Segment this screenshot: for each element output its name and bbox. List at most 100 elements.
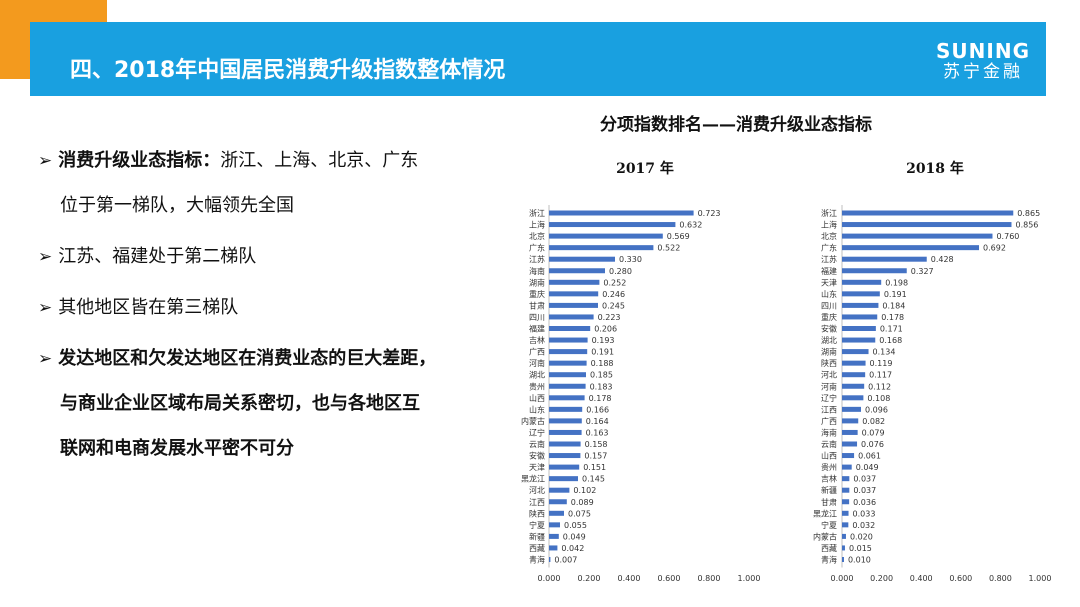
data-label: 0.280 (609, 267, 632, 276)
category-label: 山西 (821, 451, 837, 461)
bar (842, 326, 876, 331)
bar (842, 464, 852, 470)
bar (549, 279, 600, 285)
bar (549, 418, 582, 424)
category-label: 四川 (821, 301, 837, 310)
category-label: 天津 (821, 277, 837, 287)
category-label: 内蒙古 (813, 531, 837, 541)
category-label: 山东 (821, 289, 837, 299)
bar (549, 395, 585, 401)
category-label: 海南 (821, 427, 837, 437)
bar (842, 279, 882, 285)
category-label: 海南 (529, 266, 545, 276)
data-label: 0.191 (591, 348, 614, 357)
x-tick-label: 0.000 (538, 574, 561, 583)
data-label: 0.193 (592, 336, 615, 345)
data-label: 0.102 (573, 486, 596, 495)
category-label: 江苏 (529, 254, 545, 264)
category-label: 上海 (821, 220, 837, 230)
data-label: 0.049 (563, 532, 586, 541)
bar (842, 349, 869, 355)
chart-heading: 分项指数排名——消费升级业态指标 (600, 115, 872, 135)
bar (549, 372, 586, 378)
data-label: 0.163 (586, 428, 609, 437)
category-label: 广西 (821, 416, 837, 426)
bar (842, 557, 844, 562)
data-label: 0.428 (931, 255, 954, 264)
bar (549, 453, 581, 459)
data-label: 0.112 (868, 382, 891, 391)
category-label: 安徽 (529, 451, 545, 461)
data-label: 0.119 (870, 359, 893, 368)
bar (549, 245, 654, 251)
data-label: 0.183 (590, 382, 613, 391)
category-label: 新疆 (821, 485, 837, 495)
bar (842, 233, 993, 239)
data-label: 0.037 (853, 475, 876, 484)
data-label: 0.015 (849, 544, 872, 553)
category-label: 重庆 (821, 312, 837, 322)
category-label: 广西 (529, 347, 545, 357)
bar (842, 533, 846, 539)
bullet-item-1: ➢ 消费升级业态指标：浙江、上海、北京、广东 位于第一梯队，大幅领先全国 (38, 148, 498, 219)
bar (842, 360, 866, 366)
category-label: 河北 (529, 485, 545, 495)
bar (549, 406, 583, 412)
category-label: 湖南 (529, 277, 545, 287)
bar (842, 210, 1014, 216)
category-label: 湖南 (821, 347, 837, 357)
data-label: 0.055 (564, 521, 587, 530)
data-label: 0.246 (602, 290, 625, 299)
data-label: 0.033 (853, 509, 876, 518)
data-label: 0.075 (568, 509, 591, 518)
data-label: 0.865 (1017, 209, 1040, 218)
category-label: 湖北 (529, 371, 545, 380)
category-label: 浙江 (821, 208, 837, 218)
bar (842, 487, 850, 493)
bullet-text: 浙江、上海、北京、广东 (220, 150, 419, 171)
x-tick-label: 0.200 (578, 574, 601, 583)
x-tick-label: 1.000 (738, 574, 761, 583)
category-label: 广东 (821, 243, 837, 253)
data-label: 0.061 (858, 452, 881, 461)
data-label: 0.184 (882, 301, 905, 310)
category-label: 重庆 (529, 289, 545, 299)
category-label: 江西 (821, 405, 837, 414)
data-label: 0.082 (862, 417, 885, 426)
data-label: 0.089 (571, 498, 594, 507)
category-label: 西藏 (821, 543, 837, 553)
bar (549, 487, 570, 493)
bar (842, 510, 849, 516)
brand-name-en: SUNING (936, 39, 1030, 63)
bar (549, 429, 582, 435)
data-label: 0.692 (983, 244, 1006, 253)
x-tick-label: 1.000 (1029, 574, 1052, 583)
bar (842, 314, 878, 320)
bar (842, 545, 845, 551)
bar (549, 476, 578, 482)
data-label: 0.252 (603, 278, 626, 287)
bar (842, 256, 927, 262)
bar (549, 360, 587, 366)
category-label: 天津 (529, 462, 545, 472)
data-label: 0.569 (667, 232, 690, 241)
data-label: 0.760 (996, 232, 1019, 241)
x-tick-label: 0.600 (949, 574, 972, 583)
category-label: 浙江 (529, 208, 545, 218)
category-label: 江苏 (821, 254, 837, 264)
category-label: 北京 (529, 231, 545, 241)
data-label: 0.020 (850, 532, 873, 541)
bar (549, 349, 588, 355)
bar (842, 395, 864, 401)
category-label: 青海 (821, 555, 837, 565)
data-label: 0.010 (848, 556, 871, 565)
bar (549, 326, 591, 331)
category-label: 贵州 (529, 381, 545, 391)
data-label: 0.032 (852, 521, 875, 530)
category-label: 四川 (529, 313, 545, 322)
data-label: 0.245 (602, 301, 625, 310)
arrow-bullet-icon: ➢ (38, 349, 53, 369)
category-label: 新疆 (529, 531, 545, 541)
bullet-continuation: 位于第一梯队，大幅领先全国 (60, 195, 294, 216)
